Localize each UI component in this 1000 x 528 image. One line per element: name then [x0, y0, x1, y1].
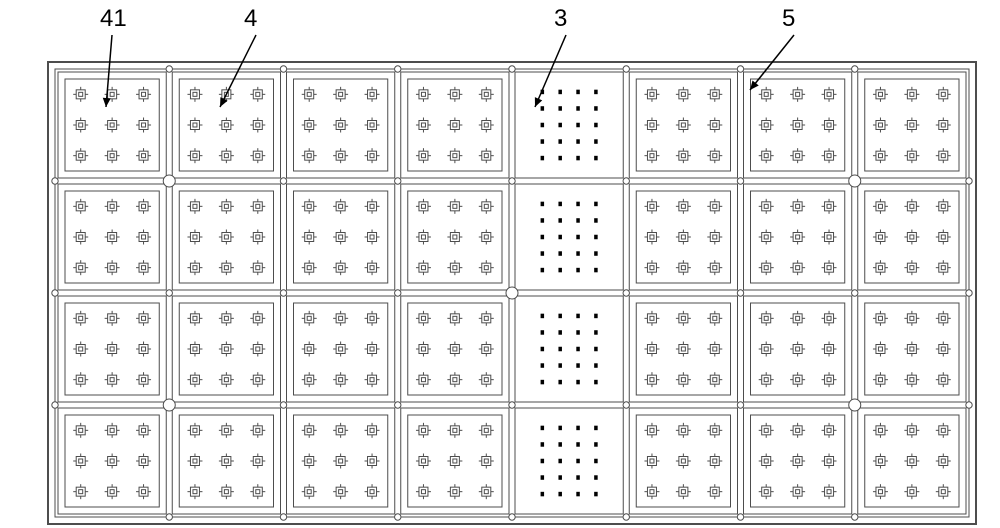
grid-tile: [858, 184, 966, 290]
leader-line: [220, 35, 256, 107]
vent-tile: [515, 408, 623, 514]
grid-tile: [401, 296, 509, 402]
grid-tile: [858, 408, 966, 514]
vent-tile: [515, 296, 623, 402]
grid-tile: [744, 296, 852, 402]
grid-tile: [629, 296, 737, 402]
grid-tile: [401, 184, 509, 290]
grid-tile: [287, 184, 395, 290]
grid-tile: [858, 72, 966, 178]
grid-tile: [629, 408, 737, 514]
vent-tile: [515, 184, 623, 290]
grid-tile: [401, 408, 509, 514]
grid-tile: [744, 184, 852, 290]
grid-tile: [287, 72, 395, 178]
grid-tile: [172, 296, 280, 402]
grid-tile: [858, 296, 966, 402]
grid-tile: [58, 296, 166, 402]
grid-tile: [287, 408, 395, 514]
grid-tile: [744, 408, 852, 514]
grid-tile: [58, 184, 166, 290]
grid-tile: [629, 184, 737, 290]
grid-tile: [744, 72, 852, 178]
grid-tile: [287, 296, 395, 402]
grid-tile: [58, 408, 166, 514]
grid-tile: [629, 72, 737, 178]
grid-panel-diagram: [0, 0, 1000, 528]
grid-tile: [172, 408, 280, 514]
grid-tile: [172, 184, 280, 290]
grid-tile: [58, 72, 166, 178]
leader-line: [535, 35, 566, 107]
grid-tile: [401, 72, 509, 178]
grid-tile: [172, 72, 280, 178]
vent-tile: [515, 72, 623, 178]
